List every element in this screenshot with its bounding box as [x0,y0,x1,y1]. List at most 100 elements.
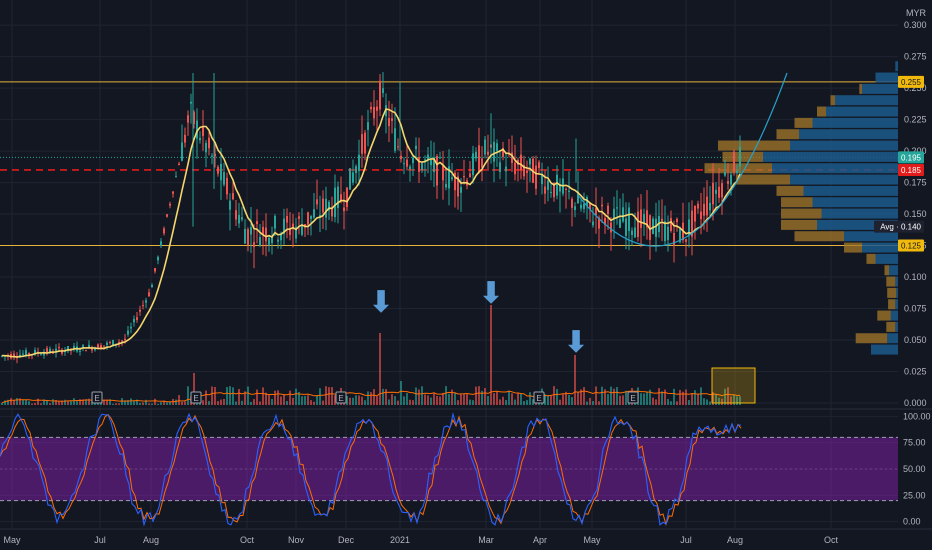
candle-body [406,159,408,167]
volume-bar [79,399,81,405]
candle-body [118,341,120,343]
candle-body [280,233,282,241]
volume-bar [118,403,120,405]
price-tag-box [898,75,924,88]
volume-bar [622,395,624,405]
volume-bar [667,399,669,405]
volume-bar [466,394,468,405]
volume-bar [151,403,153,405]
volume-bar [67,401,69,405]
time-axis-label: Nov [288,535,305,545]
candle-body [625,218,627,236]
candle-body [91,347,93,351]
profile-bar-up [890,310,898,321]
time-axis-label: Apr [533,535,547,545]
volume-bar [145,399,147,405]
volume-bar [691,393,693,405]
candle-body [262,226,264,235]
candle-body [268,237,270,245]
profile-bar-up [826,106,898,117]
candle-body [295,226,297,239]
candle-body [685,239,687,242]
volume-bar [241,400,243,405]
volume-bar [214,387,216,405]
volume-bar [601,386,603,405]
candle-body [217,166,219,174]
price-axis-label: 0.175 [904,178,927,188]
price-axis-label: 0.100 [904,272,927,282]
volume-bar [694,390,696,405]
candle-body [694,205,696,222]
candle-body [493,141,495,162]
price-tag-box [898,239,924,252]
earnings-marker-label: E [338,394,343,403]
candle-body [421,163,423,171]
candle-body [502,148,504,157]
candle-body [43,352,45,356]
volume-bar [382,388,384,405]
volume-bar [685,389,687,405]
candle-body [283,218,285,234]
candle-body [475,151,477,159]
volume-bar [133,400,135,405]
volume-bar [142,402,144,405]
candle-body [109,342,111,344]
candle-body [664,221,666,242]
candle-body [688,219,690,236]
price-axis-label: 0.225 [904,115,927,125]
highlight-box [711,367,756,404]
profile-bar-down [776,185,804,196]
candle-body [598,217,600,229]
volume-bar [511,393,513,405]
volume-bar [463,393,465,405]
volume-bar [334,395,336,405]
candle-body [544,186,546,194]
volume-bar [619,395,621,405]
candle-body [589,202,591,210]
volume-bar [109,399,111,405]
volume-bar [355,395,357,405]
profile-bar-up [812,197,898,208]
candle-body [58,347,60,349]
candle-body [133,318,135,323]
candle-body [322,198,324,213]
volume-bar [304,396,306,405]
volume-bar [478,386,480,405]
volume-bar [361,396,363,405]
candle-body [151,284,153,288]
candle-body [310,215,312,219]
volume-bar [604,389,606,405]
volume-bar [589,397,591,405]
price-tags: 0.255 0.195 0.185 Avg · 0.140 0.125 [874,75,924,252]
candle-body [514,162,516,175]
volume-bar [13,400,15,405]
volume-bar [82,399,84,405]
candle-body [415,145,417,150]
time-axis-label: Aug [727,535,743,545]
candle-body [454,172,456,191]
oscillator-main-line [0,412,742,527]
price-tag-label: Avg · 0.140 [880,223,921,232]
volume-bar [217,401,219,405]
volume-bar [103,399,105,405]
candle-body [457,176,459,197]
volume-bar [181,401,183,405]
candle-body [97,344,99,350]
candle-body [346,187,348,208]
candle-body [586,197,588,207]
candle-body [550,191,552,193]
volume-bar [205,390,207,405]
candle-body [634,227,636,238]
volume-bar [451,389,453,405]
chart-markers: ⬇ ⬇ ⬇ E E E E E [91,276,639,404]
volume-bar [139,402,141,405]
candle-body [121,340,123,342]
volume-bar [583,387,585,405]
volume-bar [163,400,165,405]
candle-body [340,194,342,202]
candle-body [40,354,42,356]
profile-bar-down [781,197,813,208]
profile-bar-up [799,129,898,140]
volume-bar [712,392,714,405]
volume-bar [259,401,261,405]
